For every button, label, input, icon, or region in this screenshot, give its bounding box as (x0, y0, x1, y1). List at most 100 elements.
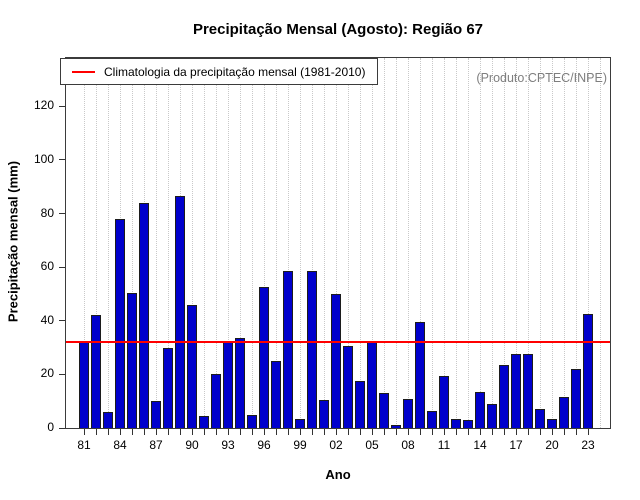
x-tick (167, 429, 169, 435)
y-tick (59, 213, 65, 214)
x-tick (371, 429, 373, 435)
x-tick (407, 429, 409, 435)
gridline (527, 58, 529, 428)
bar-2007 (391, 425, 401, 428)
chart-title: Precipitação Mensal (Agosto): Região 67 (192, 21, 484, 38)
gridline (563, 58, 565, 428)
x-tick (263, 429, 265, 435)
x-tick-label-2017: 17 (509, 438, 523, 452)
x-axis-title: Ano (325, 467, 351, 482)
gridline (479, 58, 481, 428)
gridline (335, 58, 337, 428)
x-tick-label-1999: 99 (293, 438, 307, 452)
bar-1994 (235, 338, 245, 428)
gridline (155, 58, 157, 428)
bar-1986 (139, 203, 149, 428)
bar-2009 (415, 322, 425, 428)
x-tick-label-1990: 90 (185, 438, 199, 452)
gridline (95, 58, 97, 428)
gridline (227, 58, 229, 428)
x-tick (299, 429, 301, 435)
bar-1999 (295, 419, 305, 428)
x-tick (107, 429, 109, 435)
y-tick (59, 427, 65, 429)
x-tick (131, 429, 133, 435)
x-tick (479, 429, 481, 435)
bar-1996 (259, 287, 269, 428)
x-tick (503, 429, 505, 435)
y-tick (59, 320, 65, 322)
x-tick (155, 429, 157, 435)
bar-1991 (199, 416, 209, 428)
gridline (107, 58, 109, 428)
x-tick (251, 429, 253, 435)
gridline (347, 58, 349, 428)
bar-1984 (115, 219, 125, 428)
x-tick (563, 429, 565, 435)
legend-red-line-sample (72, 70, 95, 73)
x-tick (275, 429, 277, 435)
y-tick-label: 120 (33, 98, 54, 113)
gridline (419, 58, 421, 428)
x-tick (95, 429, 97, 435)
x-tick (419, 429, 421, 435)
gridline (239, 58, 241, 428)
bar-1989 (175, 196, 185, 428)
gridline (251, 58, 253, 428)
bar-2021 (559, 397, 569, 428)
bar-1998 (283, 271, 293, 428)
bar-2020 (547, 419, 557, 428)
bar-1985 (127, 293, 137, 428)
x-tick (587, 429, 589, 435)
x-tick (311, 429, 313, 435)
bar-1988 (163, 348, 173, 428)
y-tick-label: 60 (40, 259, 54, 274)
gridline (599, 58, 601, 428)
legend-label: Climatologia da precipitação mensal (198… (104, 64, 366, 79)
bar-1997 (271, 361, 281, 428)
bar-2005 (367, 342, 377, 428)
x-tick (179, 429, 181, 435)
x-tick (455, 429, 457, 435)
bar-1982 (91, 315, 101, 428)
bar-2008 (403, 399, 413, 428)
x-tick (83, 429, 85, 435)
bar-2004 (355, 381, 365, 428)
bar-2018 (523, 354, 533, 428)
bar-2013 (463, 420, 473, 428)
source-note: (Produto:CPTEC/INPE) (476, 71, 607, 85)
x-tick (239, 429, 241, 435)
gridline (167, 58, 169, 428)
y-tick (59, 159, 65, 161)
plot-area (65, 57, 611, 429)
gridline (503, 58, 505, 428)
gridline (575, 58, 577, 428)
gridline (491, 58, 493, 428)
bar-1983 (103, 412, 113, 428)
bar-1992 (211, 374, 221, 428)
bar-1990 (187, 305, 197, 428)
x-tick-label-1993: 93 (221, 438, 235, 452)
x-tick-label-2002: 02 (329, 438, 343, 452)
x-tick (527, 429, 529, 435)
gridline (539, 58, 541, 428)
bar-2023 (583, 314, 593, 428)
gridline (431, 58, 433, 428)
gridline (383, 58, 385, 428)
gridline (83, 58, 85, 428)
x-tick-label-1987: 87 (149, 438, 163, 452)
gridline (191, 58, 193, 428)
x-tick (539, 429, 541, 435)
gridline (467, 58, 469, 428)
bar-2010 (427, 411, 437, 428)
gridline (323, 58, 325, 428)
gridline (311, 58, 313, 428)
gridline (587, 58, 589, 428)
y-axis-title: Precipitação mensal (mm) (5, 160, 21, 323)
bar-2011 (439, 376, 449, 428)
gridline (215, 58, 217, 428)
climatology-line (66, 341, 610, 343)
bar-2019 (535, 409, 545, 428)
x-tick (515, 429, 517, 435)
gridline (395, 58, 397, 428)
